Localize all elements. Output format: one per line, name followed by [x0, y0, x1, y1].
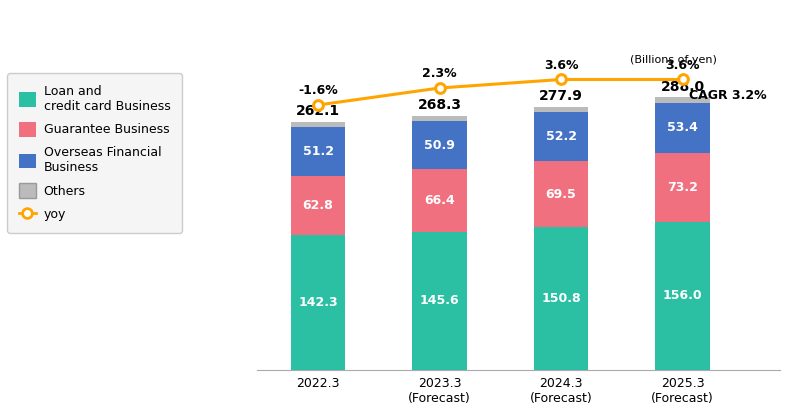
Text: 2.3%: 2.3% [422, 68, 456, 80]
Bar [412, 121, 467, 169]
Text: 62.8: 62.8 [302, 199, 333, 212]
Text: 288.0: 288.0 [660, 80, 704, 94]
Text: 52.2: 52.2 [545, 130, 576, 143]
Bar [533, 161, 588, 227]
Bar [412, 116, 467, 121]
Bar [291, 176, 345, 235]
Text: 142.3: 142.3 [298, 296, 337, 309]
Text: 3.6%: 3.6% [665, 59, 699, 72]
Bar [533, 227, 588, 370]
Text: 156.0: 156.0 [662, 289, 702, 302]
Text: 3.6%: 3.6% [543, 59, 577, 72]
Bar [533, 112, 588, 161]
Text: 51.2: 51.2 [302, 145, 333, 158]
Bar [654, 222, 709, 370]
Text: 150.8: 150.8 [540, 292, 581, 305]
Bar [533, 107, 588, 112]
Text: -1.6%: -1.6% [298, 84, 337, 97]
Text: 50.9: 50.9 [424, 139, 454, 152]
Bar [412, 232, 467, 370]
Text: 145.6: 145.6 [419, 294, 459, 307]
Bar [291, 127, 345, 176]
Text: 66.4: 66.4 [424, 194, 454, 207]
Text: 69.5: 69.5 [545, 188, 576, 201]
Text: CAGR 3.2%: CAGR 3.2% [688, 89, 765, 102]
Bar [654, 102, 709, 153]
Bar [291, 235, 345, 370]
Bar [654, 153, 709, 222]
Text: 268.3: 268.3 [417, 98, 461, 112]
Text: 73.2: 73.2 [666, 181, 697, 194]
Text: 262.1: 262.1 [296, 104, 340, 118]
Bar [412, 169, 467, 232]
Legend: Loan and
credit card Business, Guarantee Business, Overseas Financial
Business, : Loan and credit card Business, Guarantee… [7, 74, 181, 233]
Text: (Billions of yen): (Billions of yen) [629, 55, 715, 65]
Bar [654, 97, 709, 102]
Bar [291, 122, 345, 127]
Text: 277.9: 277.9 [539, 89, 582, 103]
Text: 53.4: 53.4 [666, 121, 697, 134]
